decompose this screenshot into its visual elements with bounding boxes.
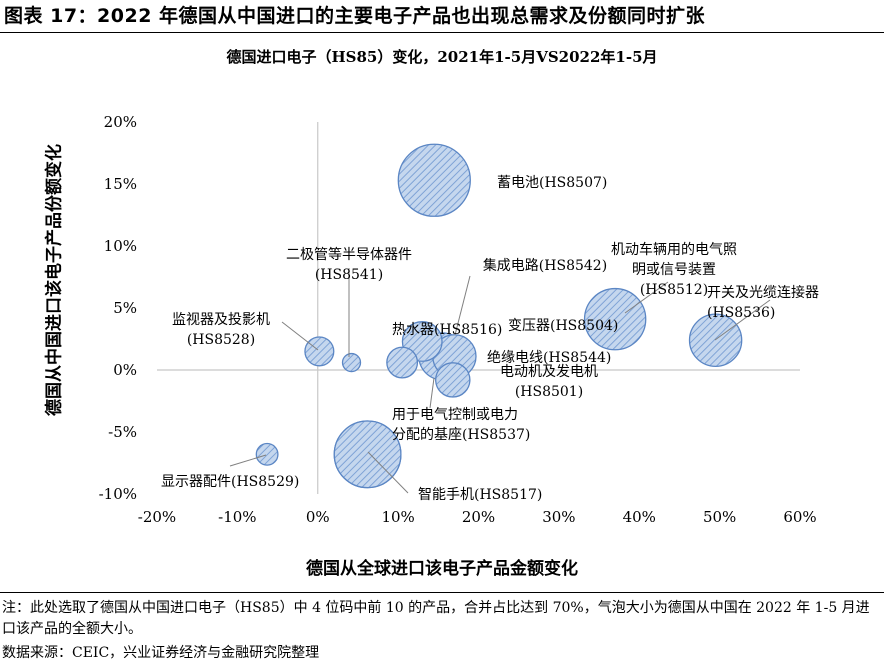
bubble-label: 集成电路(HS8542) <box>483 257 607 274</box>
axes <box>157 122 800 494</box>
x-tick-label: 50% <box>703 508 736 526</box>
bubble-label: 机动车辆用的电气照 <box>611 241 737 258</box>
x-tick-label: 10% <box>381 508 414 526</box>
y-tick-label: 20% <box>104 113 137 131</box>
bubbles <box>255 143 743 489</box>
leader-line <box>429 377 435 409</box>
leader-line <box>714 299 771 341</box>
x-tick-label: -10% <box>218 508 256 526</box>
leader-line <box>367 451 409 494</box>
bubble-label: 明或信号装置 <box>632 262 716 278</box>
bubble-label: 开关及光缆连接器 <box>707 284 819 301</box>
y-tick-label: -5% <box>108 423 137 441</box>
y-tick-label: 0% <box>113 361 137 379</box>
bubble <box>397 143 471 217</box>
leader-line <box>454 275 471 336</box>
bubble <box>304 336 335 367</box>
y-tick-label: 5% <box>113 299 137 317</box>
x-axis-title: 德国从全球进口该电子产品金额变化 <box>306 559 578 579</box>
leader-line <box>624 281 669 314</box>
footnote: 注：此处选取了德国从中国进口电子（HS85）中 4 位码中前 10 的产品，合并… <box>2 600 870 637</box>
bubble-label: (HS8541) <box>315 267 383 283</box>
x-tick-label: 30% <box>542 508 575 526</box>
tick-labels: -20% -10% 0% 10% 20% 30% 40% 50% 60%-10%-5%0%5%1… <box>99 113 817 526</box>
figure-title: 图表 17：2022 年德国从中国进口的主要电子产品也出现总需求及份额同时扩张 <box>4 5 706 27</box>
bubble-label: (HS8512) <box>640 282 708 298</box>
bubble-labels: 蓄电池(HS8507) 二极管等半导体器件 (HS8541) 集成电路(HS8542)… <box>161 175 819 503</box>
y-axis-title: 德国从中国进口该电子产品份额变化 <box>44 144 65 416</box>
y-tick-label: -10% <box>99 485 137 503</box>
bubble <box>341 352 362 373</box>
bubble <box>255 442 279 466</box>
y-tick-label: 15% <box>104 175 137 193</box>
x-tick-label: 40% <box>623 508 656 526</box>
bubble-label: 智能手机(HS8517) <box>418 487 542 503</box>
y-tick-label: 10% <box>104 237 137 255</box>
bubble-label: 二极管等半导体器件 <box>286 246 412 263</box>
bubble-label: (HS8528) <box>187 332 255 348</box>
bubble-label: 绝缘电线(HS8544) <box>487 350 611 366</box>
chart-title: 德国进口电子（HS85）变化，2021年1-5月VS2022年1-5月 <box>226 48 658 66</box>
bubble-label: 分配的基座(HS8537) <box>392 426 530 443</box>
bubble-label: 变压器(HS8504) <box>508 318 618 334</box>
bubble-chart: 蓄电池(HS8507) 二极管等半导体器件 (HS8541) 集成电路(HS8542)… <box>99 113 819 526</box>
title-rule <box>0 32 884 33</box>
x-tick-label: 20% <box>462 508 495 526</box>
leader-line <box>229 454 267 467</box>
bubble-label: 显示器配件(HS8529) <box>161 474 299 490</box>
data-source: 数据来源：CEIC，兴业证券经济与金融研究院整理 <box>2 645 320 661</box>
bubble-label: (HS8501) <box>515 384 583 400</box>
bubble-label: 热水器(HS8516) <box>392 322 502 338</box>
bubble <box>435 362 471 398</box>
x-tick-label: -20% <box>138 508 176 526</box>
bubble-label: 蓄电池(HS8507) <box>497 175 607 191</box>
leader-lines <box>229 268 771 494</box>
note-rule <box>0 592 884 593</box>
bubble-label: 电动机及发电机 <box>500 364 598 380</box>
bubble <box>583 287 647 351</box>
bubble-label: (HS8536) <box>707 305 775 321</box>
bubble <box>688 313 743 367</box>
bubble-label: 监视器及投影机 <box>172 312 270 328</box>
bubble <box>386 346 419 379</box>
bubble-label: 用于电气控制或电力 <box>392 407 518 423</box>
x-tick-label: 0% <box>306 508 330 526</box>
leader-line <box>281 321 319 351</box>
x-tick-label: 60% <box>783 508 816 526</box>
bubble <box>333 420 402 489</box>
